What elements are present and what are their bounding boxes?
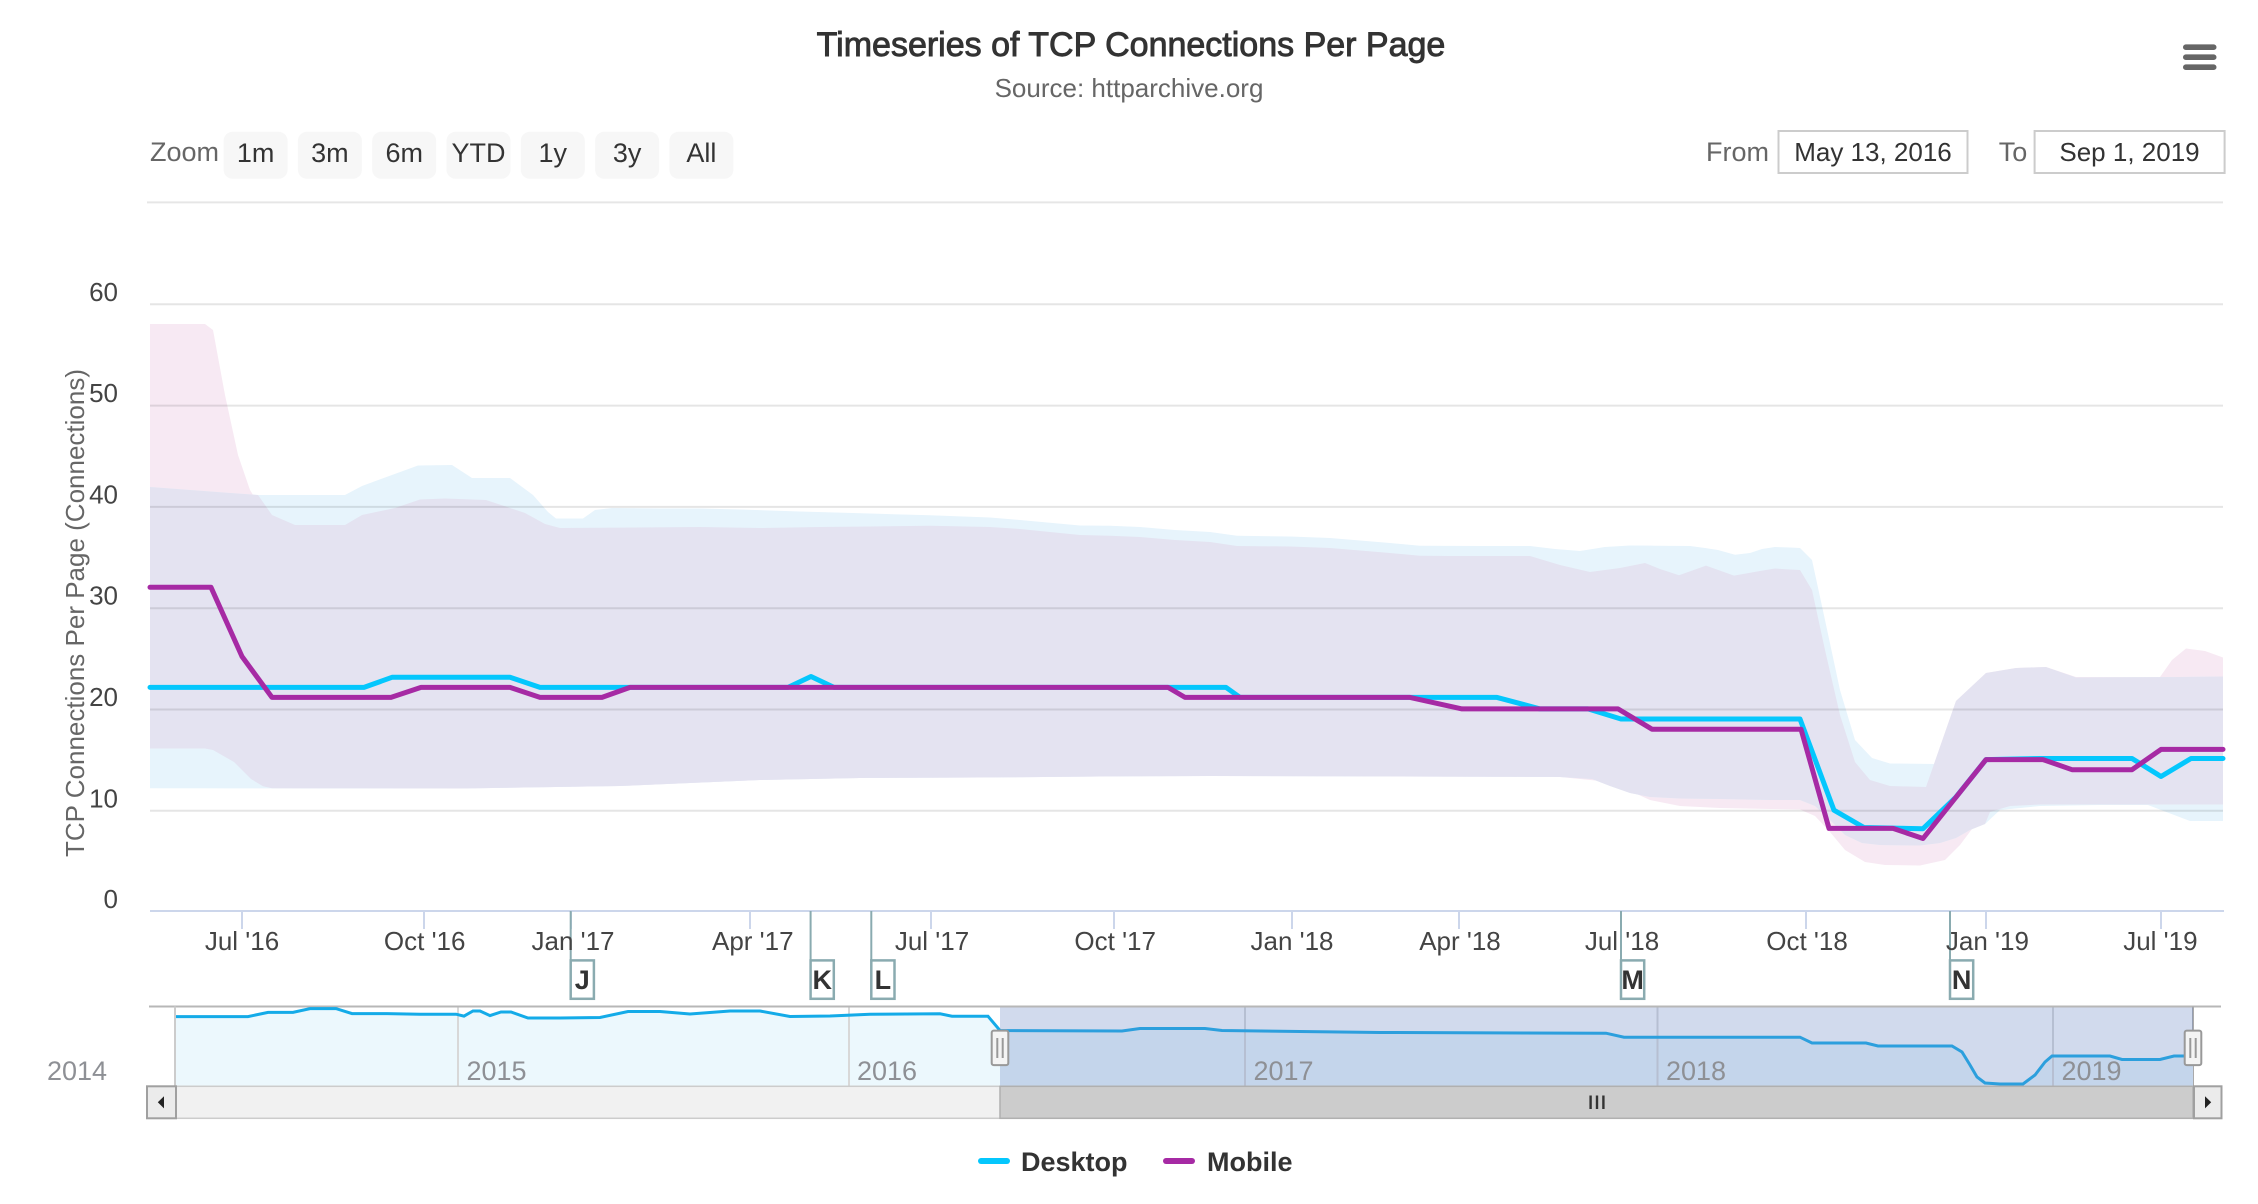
svg-text:Timeseries of TCP Connections: Timeseries of TCP Connections Per Page [817,26,1446,64]
svg-text:TCP Connections Per Page (Conn: TCP Connections Per Page (Connections) [60,369,90,857]
svg-text:Jan '18: Jan '18 [1250,926,1333,956]
svg-text:Apr '18: Apr '18 [1419,926,1501,956]
svg-text:Oct '17: Oct '17 [1074,926,1156,956]
svg-text:30: 30 [89,581,118,611]
svg-text:2016: 2016 [857,1056,917,1086]
svg-text:1y: 1y [539,138,568,168]
svg-text:1m: 1m [237,138,275,168]
svg-text:3m: 3m [311,138,349,168]
svg-text:Apr '17: Apr '17 [712,926,794,956]
svg-text:50: 50 [89,378,118,408]
svg-text:From: From [1706,137,1769,167]
svg-text:Desktop: Desktop [1021,1147,1128,1177]
svg-text:M: M [1621,965,1644,995]
svg-text:To: To [1999,137,2028,167]
svg-text:Jan '19: Jan '19 [1946,926,2029,956]
svg-text:N: N [1952,965,1972,995]
svg-text:Jul '16: Jul '16 [205,926,279,956]
svg-text:Sep 1, 2019: Sep 1, 2019 [2059,137,2199,167]
svg-text:Zoom: Zoom [150,137,219,167]
svg-text:40: 40 [89,479,118,509]
svg-text:3y: 3y [613,138,642,168]
svg-text:20: 20 [89,682,118,712]
svg-text:Oct '16: Oct '16 [384,926,466,956]
svg-text:2014: 2014 [47,1056,107,1086]
svg-text:Mobile: Mobile [1207,1147,1293,1177]
svg-text:All: All [686,138,716,168]
svg-text:Jan '17: Jan '17 [531,926,614,956]
svg-text:Source: httparchive.org: Source: httparchive.org [995,73,1264,103]
svg-text:May 13, 2016: May 13, 2016 [1794,137,1952,167]
svg-text:10: 10 [89,783,118,813]
svg-text:60: 60 [89,277,118,307]
svg-text:K: K [812,965,832,995]
svg-text:YTD: YTD [452,138,506,168]
svg-text:2019: 2019 [2062,1056,2122,1086]
svg-text:J: J [575,965,590,995]
svg-text:2018: 2018 [1666,1056,1726,1086]
svg-text:0: 0 [104,884,118,914]
svg-text:2015: 2015 [467,1056,527,1086]
svg-text:6m: 6m [385,138,423,168]
svg-text:Jul '17: Jul '17 [895,926,969,956]
svg-text:L: L [875,965,892,995]
svg-text:Oct '18: Oct '18 [1766,926,1848,956]
svg-text:Jul '18: Jul '18 [1585,926,1659,956]
svg-text:Jul '19: Jul '19 [2123,926,2197,956]
svg-text:2017: 2017 [1254,1056,1314,1086]
